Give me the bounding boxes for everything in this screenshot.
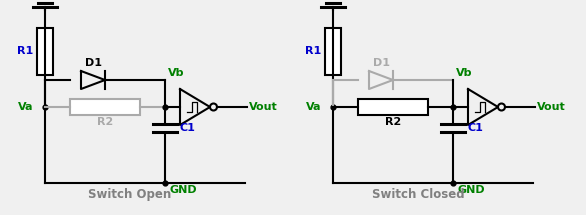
Text: D1: D1 <box>84 58 101 68</box>
Text: R2: R2 <box>385 117 401 127</box>
Text: GND: GND <box>458 185 486 195</box>
Text: D1: D1 <box>373 58 390 68</box>
Text: Switch Open: Switch Open <box>88 188 172 201</box>
Text: Switch Closed: Switch Closed <box>372 188 464 201</box>
Text: Va: Va <box>18 102 33 112</box>
Text: Va: Va <box>305 102 321 112</box>
Text: R1: R1 <box>17 46 33 57</box>
Text: GND: GND <box>170 185 197 195</box>
Bar <box>70 99 140 115</box>
Text: Vb: Vb <box>168 68 185 78</box>
Text: R2: R2 <box>97 117 113 127</box>
Bar <box>358 99 428 115</box>
Bar <box>325 28 341 75</box>
Bar <box>37 28 53 75</box>
Text: Vout: Vout <box>537 102 565 112</box>
Text: C1: C1 <box>467 123 483 133</box>
Text: Vout: Vout <box>249 102 278 112</box>
Text: C1: C1 <box>179 123 195 133</box>
Text: R1: R1 <box>305 46 321 57</box>
Text: Vb: Vb <box>456 68 472 78</box>
